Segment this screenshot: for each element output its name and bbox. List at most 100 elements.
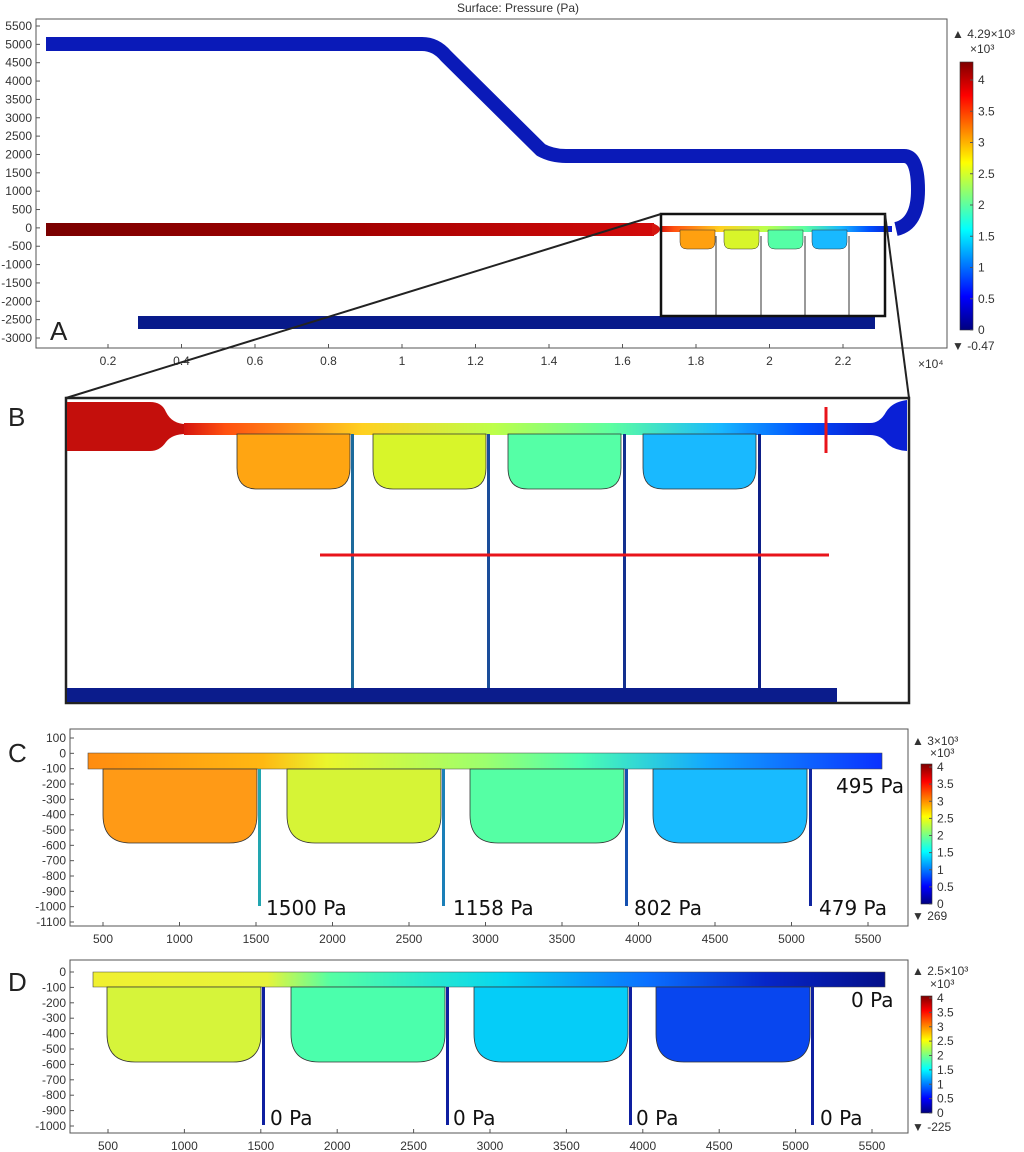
y-tick-label: -700 (42, 854, 66, 868)
x-tick-label: 5000 (778, 932, 805, 946)
x-tick-label: 3500 (553, 1139, 580, 1152)
x-tick-label: 1.4 (541, 354, 558, 368)
chamber-d-1 (106, 986, 262, 1063)
x-tick-label: 2000 (319, 932, 346, 946)
collector-channel-b (67, 688, 837, 702)
y-tick-label: -800 (42, 1088, 66, 1102)
collector-channel (138, 316, 875, 329)
chamber-a-3 (767, 229, 804, 250)
x-tick-label: 1.8 (688, 354, 705, 368)
chamber-d-2 (290, 986, 446, 1063)
y-tick-label: -1500 (1, 276, 32, 290)
y-tick-label: 0 (25, 221, 32, 235)
resistor-b-3 (623, 434, 626, 689)
y-tick-label: -900 (42, 884, 66, 898)
x-tick-label: 5500 (859, 1139, 886, 1152)
colorbar-tick-label: 1.5 (978, 229, 995, 243)
y-tick-label: -300 (42, 1011, 66, 1025)
colorbar-tick-label: 1.5 (937, 1063, 954, 1077)
y-tick-label: -1100 (36, 915, 66, 929)
x-tick-label: 4000 (625, 932, 652, 946)
chamber-d-4 (655, 986, 811, 1063)
y-tick-label: 5000 (5, 37, 32, 51)
inlet-taper (652, 223, 660, 236)
panel-d-y-axis: 0-100 -200-300 -400-500-600 -700-800 -900-10… (35, 965, 74, 1133)
chamber-b-1 (236, 433, 351, 490)
colorbar-tick-label: 1 (937, 1077, 944, 1091)
colorbar-a-max: ▲ 4.29×10³ (952, 27, 1015, 41)
x-tick-label: 3000 (472, 932, 499, 946)
y-tick-label: 2500 (5, 129, 32, 143)
y-tick-label: -500 (8, 239, 32, 253)
zoom-connector-left (65, 213, 662, 399)
colorbar-d-max: ▲ 2.5×10³ (912, 964, 968, 978)
colorbar-a-min: ▼ -0.47 (952, 339, 995, 353)
y-tick-label: 0 (59, 746, 66, 760)
x-tick-label: 500 (93, 932, 113, 946)
chamber-c-4 (652, 768, 808, 844)
outlet-pressure-c: 495 Pa (836, 774, 904, 798)
zoom-connector-right (884, 213, 910, 399)
panel-d: D 0-100-200-300-400-500-600-700-800-900-… (8, 959, 968, 1152)
y-tick-label: 100 (46, 731, 66, 745)
x-tick-label: 1.2 (467, 354, 484, 368)
y-tick-label: -300 (42, 792, 66, 806)
y-tick-label: 4500 (5, 56, 32, 70)
x-tick-label: 1000 (166, 932, 193, 946)
y-tick-label: 3500 (5, 92, 32, 106)
colorbar-tick-label: 2.5 (978, 167, 995, 181)
resistor-c-2 (442, 769, 445, 906)
resistor-d-4 (811, 987, 814, 1125)
y-tick-label: 3000 (5, 111, 32, 125)
zoom-box (659, 212, 887, 318)
colorbar-tick-label: 4 (978, 73, 985, 87)
x-tick-label: 2.2 (835, 354, 852, 368)
colorbar-tick-label: 1 (937, 863, 944, 877)
chamber-a-1 (679, 229, 716, 250)
chamber-c-1 (102, 768, 258, 844)
channel-pressure-d-3: 0 Pa (636, 1106, 679, 1130)
y-tick-label: -600 (42, 838, 66, 852)
resistor-c-1 (258, 769, 261, 906)
resistor-b-2 (487, 434, 490, 689)
x-tick-label: 2500 (396, 932, 423, 946)
colorbar-tick-label: 1 (978, 261, 985, 275)
chamber-b-2 (372, 433, 487, 490)
colorbar-a-multiplier: ×10³ (970, 42, 994, 56)
panel-d-colorbar: ▲ 2.5×10³ ×10³ 43.532.521.510.50 ▼ -225 (912, 964, 968, 1134)
resistor-c-3 (625, 769, 628, 906)
colorbar-c-multiplier: ×10³ (930, 746, 954, 760)
panel-c-colorbar: ▲ 3×10³ ×10³ 4 3.5 3 2.5 2 1.5 1 0.5 0 ▼ 269 (912, 734, 958, 923)
colorbar-tick-label: 0.5 (978, 292, 995, 306)
panel-a-y-axis: 5500500045004000350030002500200015001000… (1, 19, 40, 345)
colorbar-c-gradient (920, 763, 933, 905)
panel-a-plot-frame (35, 18, 948, 349)
y-tick-label: -2500 (1, 313, 32, 327)
resistor-b-1 (351, 434, 354, 689)
panel-c-letter: C (8, 738, 27, 768)
y-tick-label: 1000 (5, 184, 32, 198)
outlet-pressure-d: 0 Pa (851, 988, 894, 1012)
colorbar-tick-label: 3 (978, 136, 985, 150)
y-tick-label: -3000 (1, 331, 32, 345)
y-tick-label: -500 (42, 1042, 66, 1056)
panel-a-title: Surface: Pressure (Pa) (457, 1, 579, 15)
x-tick-label: 3500 (549, 932, 576, 946)
colorbar-tick-label: 0 (978, 323, 985, 337)
y-tick-label: -800 (42, 869, 66, 883)
panel-a-x-multiplier: ×10⁴ (918, 357, 944, 371)
x-tick-label: 500 (98, 1139, 118, 1152)
resistor-d-2 (446, 987, 449, 1125)
colorbar-tick-label: 2 (937, 829, 944, 843)
panel-d-letter: D (8, 967, 27, 997)
main-channel (184, 423, 872, 435)
colorbar-tick-label: 3.5 (937, 777, 954, 791)
panel-c-x-axis: 500 1000 1500 2000 2500 3000 3500 4000 4500 5000 5… (93, 922, 882, 946)
x-tick-label: 1 (399, 354, 406, 368)
panel-d-x-axis: 500 1000 1500 2000 2500 3000 3500 4000 4500 5000 5… (98, 1129, 886, 1152)
x-tick-label: 1500 (243, 932, 270, 946)
y-tick-label: -1000 (35, 900, 66, 914)
inlet-bulb (67, 402, 186, 451)
colorbar-tick-label: 1.5 (937, 846, 954, 860)
main-channel-c (87, 752, 883, 770)
